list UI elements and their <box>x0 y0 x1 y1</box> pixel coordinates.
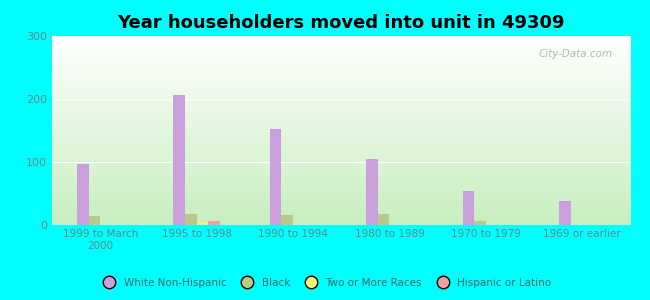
Text: City-Data.com: City-Data.com <box>539 49 613 59</box>
Bar <box>463 191 474 225</box>
Legend: White Non-Hispanic, Black, Two or More Races, Hispanic or Latino: White Non-Hispanic, Black, Two or More R… <box>94 274 556 292</box>
Bar <box>378 214 389 225</box>
Bar <box>174 95 185 225</box>
Bar <box>474 220 486 225</box>
Bar <box>185 214 196 225</box>
Bar <box>77 164 88 225</box>
Title: Year householders moved into unit in 49309: Year householders moved into unit in 493… <box>118 14 565 32</box>
Bar <box>367 159 378 225</box>
Bar <box>196 222 208 225</box>
Bar <box>88 216 100 225</box>
Bar <box>270 129 281 225</box>
Bar <box>559 201 571 225</box>
Bar <box>281 215 293 225</box>
Bar <box>208 220 220 225</box>
